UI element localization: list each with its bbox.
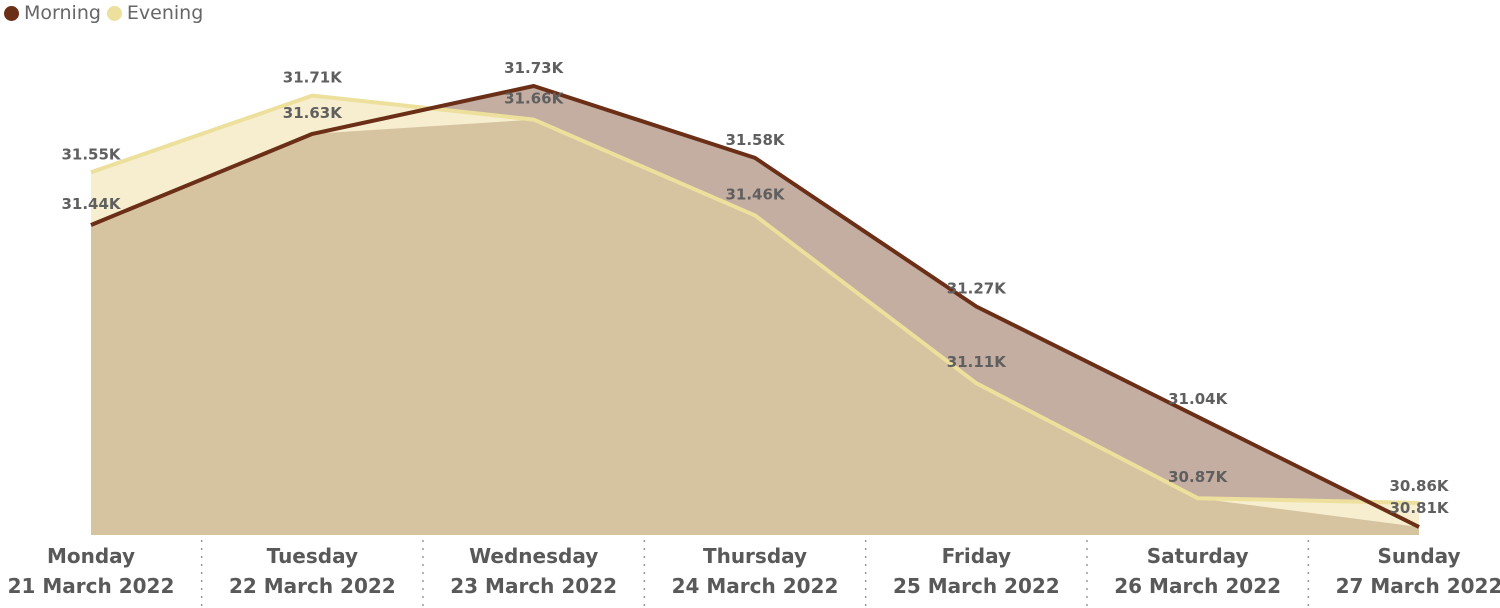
evening-data-label: 31.66K	[504, 90, 564, 108]
x-tick-date: 25 March 2022	[893, 574, 1060, 598]
evening-data-label: 31.55K	[61, 145, 121, 163]
x-tick-day: Saturday	[1147, 544, 1249, 568]
legend-item-evening[interactable]: Evening	[106, 2, 204, 24]
evening-line	[90, 93, 1420, 505]
x-tick-day: Sunday	[1377, 544, 1460, 568]
chart-legend: Morning Evening	[4, 0, 209, 26]
evening-data-label: 31.71K	[283, 69, 343, 87]
x-tick-day: Wednesday	[469, 544, 598, 568]
x-tick-date: 26 March 2022	[1114, 574, 1281, 598]
evening-data-label: 30.86K	[1389, 477, 1449, 495]
x-tick-day: Tuesday	[267, 544, 358, 568]
legend-label-morning: Morning	[24, 2, 101, 24]
morning-data-label: 31.58K	[725, 131, 785, 149]
legend-item-morning[interactable]: Morning	[4, 2, 101, 24]
morning-data-label: 30.81K	[1389, 499, 1449, 517]
x-tick-day: Monday	[47, 544, 135, 568]
x-tick-date: 23 March 2022	[450, 574, 617, 598]
legend-dot-morning	[4, 5, 19, 21]
legend-label-evening: Evening	[126, 2, 204, 24]
x-tick-date: 27 March 2022	[1336, 574, 1500, 598]
x-tick-date: 22 March 2022	[229, 574, 396, 598]
morning-data-label: 31.73K	[504, 59, 564, 77]
x-tick-day: Thursday	[703, 544, 807, 568]
morning-data-label: 31.27K	[947, 280, 1007, 298]
morning-data-label: 31.04K	[1168, 390, 1228, 408]
morning-data-label: 31.63K	[283, 104, 343, 122]
x-tick-date: 24 March 2022	[672, 574, 839, 598]
morning-line	[90, 84, 1420, 529]
x-tick-day: Friday	[942, 544, 1011, 568]
overlap-area	[91, 119, 1419, 535]
x-tick-date: 21 March 2022	[8, 574, 175, 598]
morning-data-label: 31.44K	[61, 195, 121, 213]
legend-dot-evening	[106, 5, 122, 21]
evening-data-label: 30.87K	[1168, 468, 1228, 486]
evening-data-label: 31.11K	[947, 353, 1007, 371]
evening-data-label: 31.46K	[725, 185, 785, 203]
